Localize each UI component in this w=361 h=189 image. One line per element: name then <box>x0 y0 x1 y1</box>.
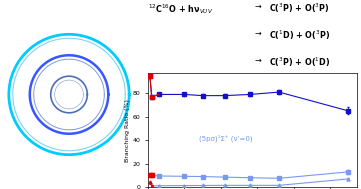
Text: C($^3$P) + O($^1$D): C($^3$P) + O($^1$D) <box>269 55 331 69</box>
Text: $\rightarrow$: $\rightarrow$ <box>253 29 263 38</box>
Text: C($^1$D) + O($^3$P): C($^1$D) + O($^3$P) <box>269 29 331 42</box>
Text: (5pσ)¹Σ⁺ (ν’=0): (5pσ)¹Σ⁺ (ν’=0) <box>199 134 253 142</box>
Y-axis label: Branching Ratio (%): Branching Ratio (%) <box>125 99 130 162</box>
Text: $^{12}$C$^{16}$O + h$\mathbf{\nu}_{VUV}$: $^{12}$C$^{16}$O + h$\mathbf{\nu}_{VUV}$ <box>148 2 213 16</box>
Text: $\rightarrow$: $\rightarrow$ <box>253 2 263 11</box>
Text: $\rightarrow$: $\rightarrow$ <box>253 55 263 64</box>
Text: C($^3$P) + O($^3$P): C($^3$P) + O($^3$P) <box>269 2 330 15</box>
